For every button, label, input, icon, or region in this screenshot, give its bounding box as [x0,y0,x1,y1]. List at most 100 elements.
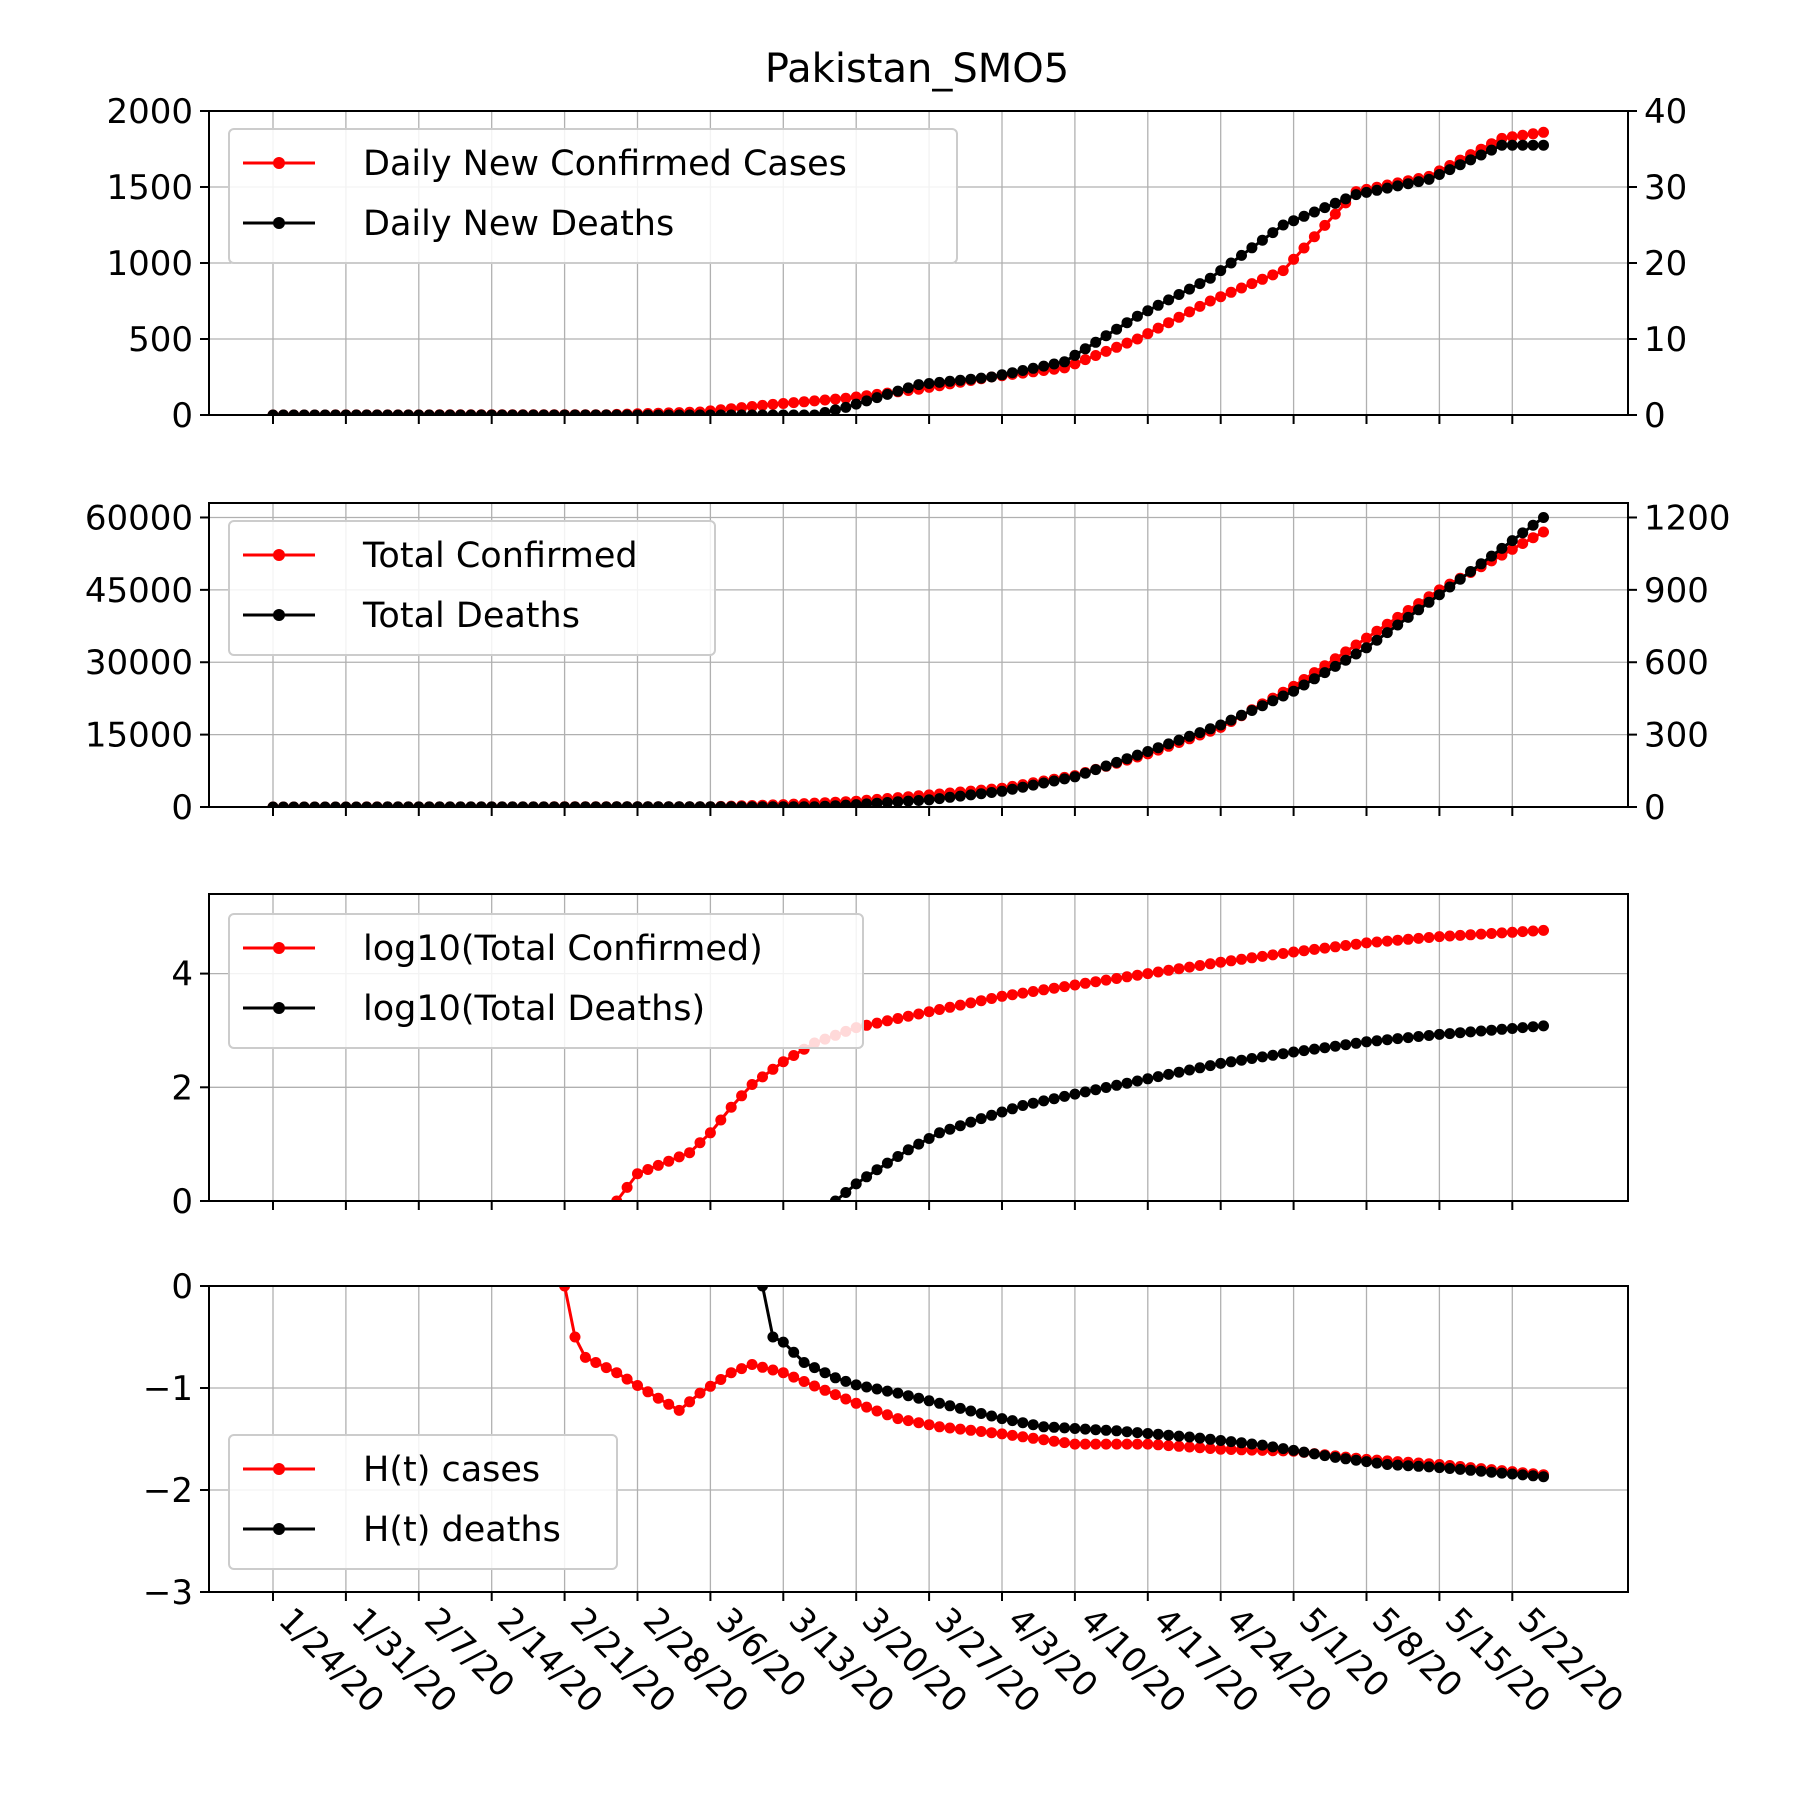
data-point [1236,1437,1247,1449]
data-point [1173,311,1185,323]
legend-swatch-marker [273,609,285,621]
data-point [788,801,800,807]
data-point [871,1164,883,1176]
chart-panel-1: 0 500 1000 1500 2000 0 10 20 30 40 Daily New Confi… [106,92,1687,436]
data-point [1069,349,1081,361]
data-point [1527,139,1539,151]
data-point [1413,604,1425,616]
data-point [590,801,602,807]
legend-swatch-marker [273,217,285,229]
data-point [402,801,414,807]
data-point [621,1373,633,1385]
data-point [684,801,696,807]
data-point [267,409,279,415]
data-point [1204,1060,1216,1072]
data-point [1215,719,1227,731]
data-point [288,409,300,415]
data-point [798,396,810,408]
data-point [1194,727,1206,739]
data-point [1059,356,1070,368]
data-point [1340,193,1352,205]
y2-tick-label: 0 [1644,396,1666,436]
data-point [340,801,352,807]
data-point [902,795,914,807]
data-point [1017,987,1029,999]
data-point [1413,1031,1425,1042]
data-point [986,1410,998,1422]
data-point [1142,1073,1154,1085]
data-point [757,1286,768,1292]
y-tick-label: 1000 [106,244,193,284]
data-point [1423,932,1435,943]
legend-box [228,128,958,264]
data-point [1496,542,1508,554]
data-point [673,409,685,415]
data-point [1538,126,1549,138]
data-point [1277,1048,1289,1060]
data-point [350,801,362,807]
data-point [757,409,768,415]
data-point [1433,589,1445,601]
data-point [611,1195,623,1201]
data-point [1121,1077,1133,1089]
data-point [1100,1424,1112,1436]
data-point [725,409,737,415]
series-line [834,1024,1544,1201]
data-point [850,1178,862,1190]
data-point [423,801,435,807]
data-point [1204,1433,1216,1445]
data-point [434,801,446,807]
data-point [1329,197,1341,209]
y-tick-label: 1500 [106,168,193,208]
data-point [944,1400,956,1412]
data-point [819,394,831,406]
data-point [1069,358,1081,370]
data-point [934,793,945,805]
data-point [1319,1042,1331,1054]
data-point [1069,1438,1081,1450]
data-point [1163,1440,1175,1452]
data-point [1506,543,1518,555]
data-point [1111,1425,1123,1437]
data-point [840,401,852,413]
axes-frame [208,1285,1629,1593]
data-point [975,995,987,1007]
data-point [1371,634,1383,646]
data-point [986,1109,998,1121]
data-point [715,1374,727,1385]
data-point [954,999,966,1011]
legend-swatch-marker [273,157,285,169]
data-point [1142,305,1154,317]
y-tick-label: −3 [143,1573,193,1613]
data-point [798,801,810,807]
data-point [1017,365,1029,376]
data-point [704,409,716,415]
data-point [371,409,383,415]
data-point [913,795,925,806]
data-point [871,797,883,807]
data-point [1465,1464,1477,1476]
data-point [1048,1093,1060,1105]
data-point [1392,934,1404,946]
data-point [1121,337,1133,349]
data-point [1371,1035,1383,1047]
data-point [1194,300,1206,312]
data-point [1340,1039,1352,1051]
data-point [309,801,321,807]
data-point [1184,961,1195,973]
data-point [767,1063,779,1075]
data-point [954,1402,966,1414]
data-point [954,1423,966,1435]
data-point [1361,632,1372,644]
data-point [694,801,706,807]
data-point [1506,139,1518,151]
data-point [1538,1020,1549,1032]
data-point [1288,1444,1300,1456]
data-point [1517,1022,1529,1034]
data-point [684,1396,696,1408]
data-point [881,1385,893,1397]
data-point [1256,950,1268,962]
data-point [1236,249,1247,261]
data-point [736,1363,748,1375]
data-point [965,789,977,801]
